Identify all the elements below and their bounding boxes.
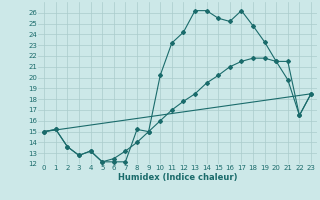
X-axis label: Humidex (Indice chaleur): Humidex (Indice chaleur) <box>118 173 237 182</box>
